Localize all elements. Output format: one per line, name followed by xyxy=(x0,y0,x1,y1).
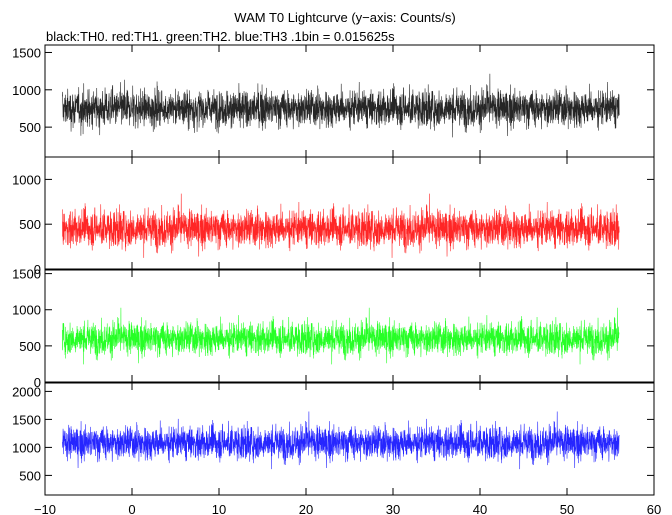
y-tick-label-2-1: 500 xyxy=(19,339,41,354)
x-tick-label-3: 20 xyxy=(299,502,313,515)
y-tick-label-1-1: 500 xyxy=(19,217,41,232)
y-tick-label-0-0: 500 xyxy=(19,120,41,135)
y-tick-label-1-2: 1000 xyxy=(12,172,41,187)
series-trace-1 xyxy=(62,193,620,258)
chart-subtitle: black:TH0. red:TH1. green:TH2. blue:TH3 … xyxy=(46,29,395,44)
series-trace-3 xyxy=(62,411,620,470)
y-tick-label-0-2: 1500 xyxy=(12,45,41,60)
panel-1: 0 500 1000 xyxy=(12,156,655,277)
y-tick-label-3-2: 1500 xyxy=(12,412,41,427)
x-axis: −10 0 10 20 30 40 50 60 xyxy=(34,502,661,515)
y-tick-label-2-3: 1500 xyxy=(12,267,41,282)
x-tick-label-6: 50 xyxy=(560,502,574,515)
y-tick-label-2-0: 0 xyxy=(34,375,41,390)
x-tick-label-2: 10 xyxy=(212,502,226,515)
x-tick-label-4: 30 xyxy=(386,502,400,515)
panel-0: 500 1000 1500 xyxy=(12,44,655,158)
panel-frame-3 xyxy=(44,382,655,496)
series-trace-0 xyxy=(62,73,620,138)
y-tick-label-0-1: 1000 xyxy=(12,83,41,98)
panels: 5001000150005001000050010001500500100015… xyxy=(12,44,655,496)
x-tick-label-5: 40 xyxy=(473,502,487,515)
y-tick-label-3-1: 1000 xyxy=(12,440,41,455)
y-tick-label-3-0: 500 xyxy=(19,468,41,483)
x-tick-label-1: 0 xyxy=(128,502,135,515)
panel-3: 500 1000 1500 2000 xyxy=(12,382,655,496)
y-tick-label-1-0: 0 xyxy=(34,262,41,277)
y-tick-label-2-2: 1000 xyxy=(12,303,41,318)
panel-frame-2 xyxy=(44,269,655,383)
x-tick-label-7: 60 xyxy=(647,502,661,515)
series-trace-2 xyxy=(62,307,620,365)
panel-frame-1 xyxy=(44,156,655,270)
chart-title: WAM T0 Lightcurve (y−axis: Counts/s) xyxy=(234,10,455,25)
y-tick-label-3-3: 2000 xyxy=(12,384,41,399)
panel-2: 0 500 1000 1500 xyxy=(12,267,655,390)
x-tick-label-0: −10 xyxy=(34,502,56,515)
